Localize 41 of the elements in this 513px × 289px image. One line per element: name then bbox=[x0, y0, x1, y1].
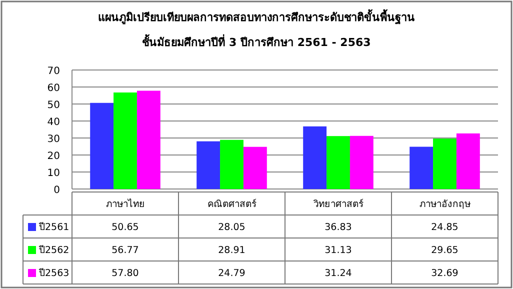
y-tick-label: 10 bbox=[47, 168, 60, 179]
y-tick-label: 40 bbox=[47, 117, 60, 128]
y-tick-label: 70 bbox=[47, 66, 60, 77]
data-label: 56.77 bbox=[112, 245, 139, 256]
data-label: 28.05 bbox=[218, 222, 246, 233]
legend-label: ปี2562 bbox=[38, 244, 70, 256]
data-label: 28.91 bbox=[218, 245, 246, 256]
y-tick-label: 30 bbox=[47, 134, 60, 145]
bar bbox=[90, 102, 114, 189]
x-tick-label: วิทยาศาสตร์ bbox=[312, 198, 364, 210]
data-label: 24.79 bbox=[218, 268, 246, 279]
y-tick-label: 50 bbox=[47, 100, 60, 111]
data-label: 36.83 bbox=[324, 222, 352, 233]
bar bbox=[303, 126, 327, 189]
bar bbox=[196, 141, 220, 189]
bar bbox=[326, 136, 350, 189]
bar bbox=[243, 146, 267, 189]
data-label: 32.69 bbox=[431, 268, 458, 279]
bar bbox=[433, 138, 456, 189]
bar bbox=[136, 90, 160, 189]
data-label: 50.65 bbox=[112, 222, 139, 233]
bar bbox=[410, 146, 434, 189]
data-label: 31.13 bbox=[324, 245, 352, 256]
data-label: 57.80 bbox=[112, 268, 139, 279]
legend-label: ปี2563 bbox=[38, 267, 70, 279]
y-tick-label: 60 bbox=[47, 83, 60, 94]
legend-label: ปี2561 bbox=[38, 221, 70, 233]
chart-subtitle: ชั้นมัธยมศึกษาปีที่ 3 ปีการศึกษา 2561 - 2563 bbox=[142, 34, 371, 49]
x-tick-label: ภาษาไทย bbox=[106, 198, 145, 210]
y-tick-label: 20 bbox=[47, 151, 60, 162]
chart-title: แผนภูมิเปรียบเทียบผลการทดสอบทางการศึกษาระดับชาติขั้นพื้นฐาน bbox=[98, 9, 415, 25]
x-tick-label: ภาษาอังกฤษ bbox=[419, 199, 470, 210]
data-label: 29.65 bbox=[431, 245, 458, 256]
bar bbox=[114, 92, 137, 189]
bar bbox=[220, 140, 244, 189]
x-tick-label: คณิตศาสตร์ bbox=[207, 198, 256, 210]
data-label: 31.24 bbox=[324, 268, 352, 279]
bar bbox=[350, 136, 374, 189]
bar bbox=[456, 133, 480, 189]
data-label: 24.85 bbox=[431, 222, 458, 233]
y-tick-label: 0 bbox=[54, 185, 60, 196]
